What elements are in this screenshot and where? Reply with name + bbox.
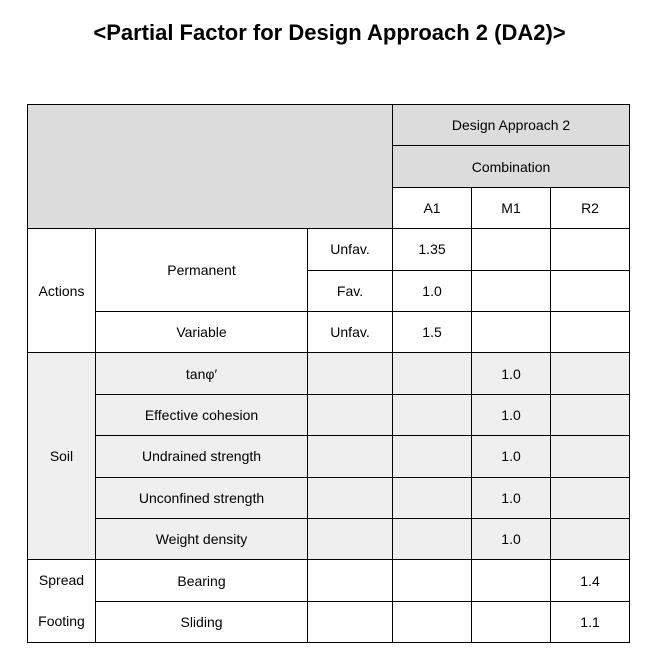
condition — [306, 517, 394, 561]
value-cell: 1.0 — [471, 435, 552, 478]
group-label: Spread Footing — [27, 559, 96, 644]
value-cell — [471, 269, 552, 312]
value-cell — [471, 310, 552, 354]
value-cell — [392, 600, 473, 644]
condition — [306, 559, 394, 602]
value-cell — [392, 435, 473, 478]
item-label: Unconfined strength — [95, 476, 308, 519]
value-cell — [550, 310, 631, 354]
value-cell: 1.4 — [550, 559, 631, 602]
value-cell — [471, 600, 552, 644]
header-cell: Combination — [392, 145, 631, 188]
condition — [306, 393, 394, 437]
value-cell — [471, 559, 552, 602]
corner-cell — [26, 103, 394, 230]
value-cell — [392, 476, 473, 519]
condition: Unfav. — [306, 228, 394, 271]
item-label: Sliding — [95, 600, 308, 644]
item-label: Undrained strength — [95, 435, 308, 478]
group-label: Actions — [27, 228, 96, 354]
header-cell: R2 — [550, 186, 631, 230]
value-cell — [550, 393, 631, 437]
item-label: Weight density — [95, 517, 308, 561]
value-cell — [550, 435, 631, 478]
condition — [306, 435, 394, 478]
header-cell: A1 — [392, 186, 473, 230]
value-cell: 1.0 — [471, 393, 552, 437]
value-cell — [392, 559, 473, 602]
header-cell: M1 — [471, 186, 552, 230]
value-cell — [471, 228, 552, 271]
item-label: Effective cohesion — [95, 393, 308, 437]
header-cell: Design Approach 2 — [392, 103, 631, 147]
value-cell: 1.0 — [471, 517, 552, 561]
value-cell — [392, 352, 473, 395]
value-cell — [392, 517, 473, 561]
item-label: tanφ′ — [95, 352, 308, 395]
condition — [306, 476, 394, 519]
value-cell — [550, 352, 631, 395]
value-cell — [550, 269, 631, 312]
value-cell: 1.0 — [471, 476, 552, 519]
value-cell: 1.1 — [550, 600, 631, 644]
title: <Partial Factor for Design Approach 2 (D… — [93, 20, 566, 45]
factor-table: Design Approach 2 Combination A1 M1 R2 A… — [26, 103, 631, 644]
value-cell: 1.0 — [392, 269, 473, 312]
item-label: Variable — [95, 310, 308, 354]
condition: Fav. — [306, 269, 394, 312]
value-cell — [392, 393, 473, 437]
item-label: Bearing — [95, 559, 308, 602]
value-cell: 1.35 — [392, 228, 473, 271]
value-cell — [550, 476, 631, 519]
value-cell — [550, 517, 631, 561]
condition — [306, 352, 394, 395]
value-cell: 1.0 — [471, 352, 552, 395]
condition: Unfav. — [306, 310, 394, 354]
condition — [306, 600, 394, 644]
value-cell: 1.5 — [392, 310, 473, 354]
group-label: Soil — [27, 352, 96, 561]
value-cell — [550, 228, 631, 271]
item-label: Permanent — [95, 228, 308, 312]
